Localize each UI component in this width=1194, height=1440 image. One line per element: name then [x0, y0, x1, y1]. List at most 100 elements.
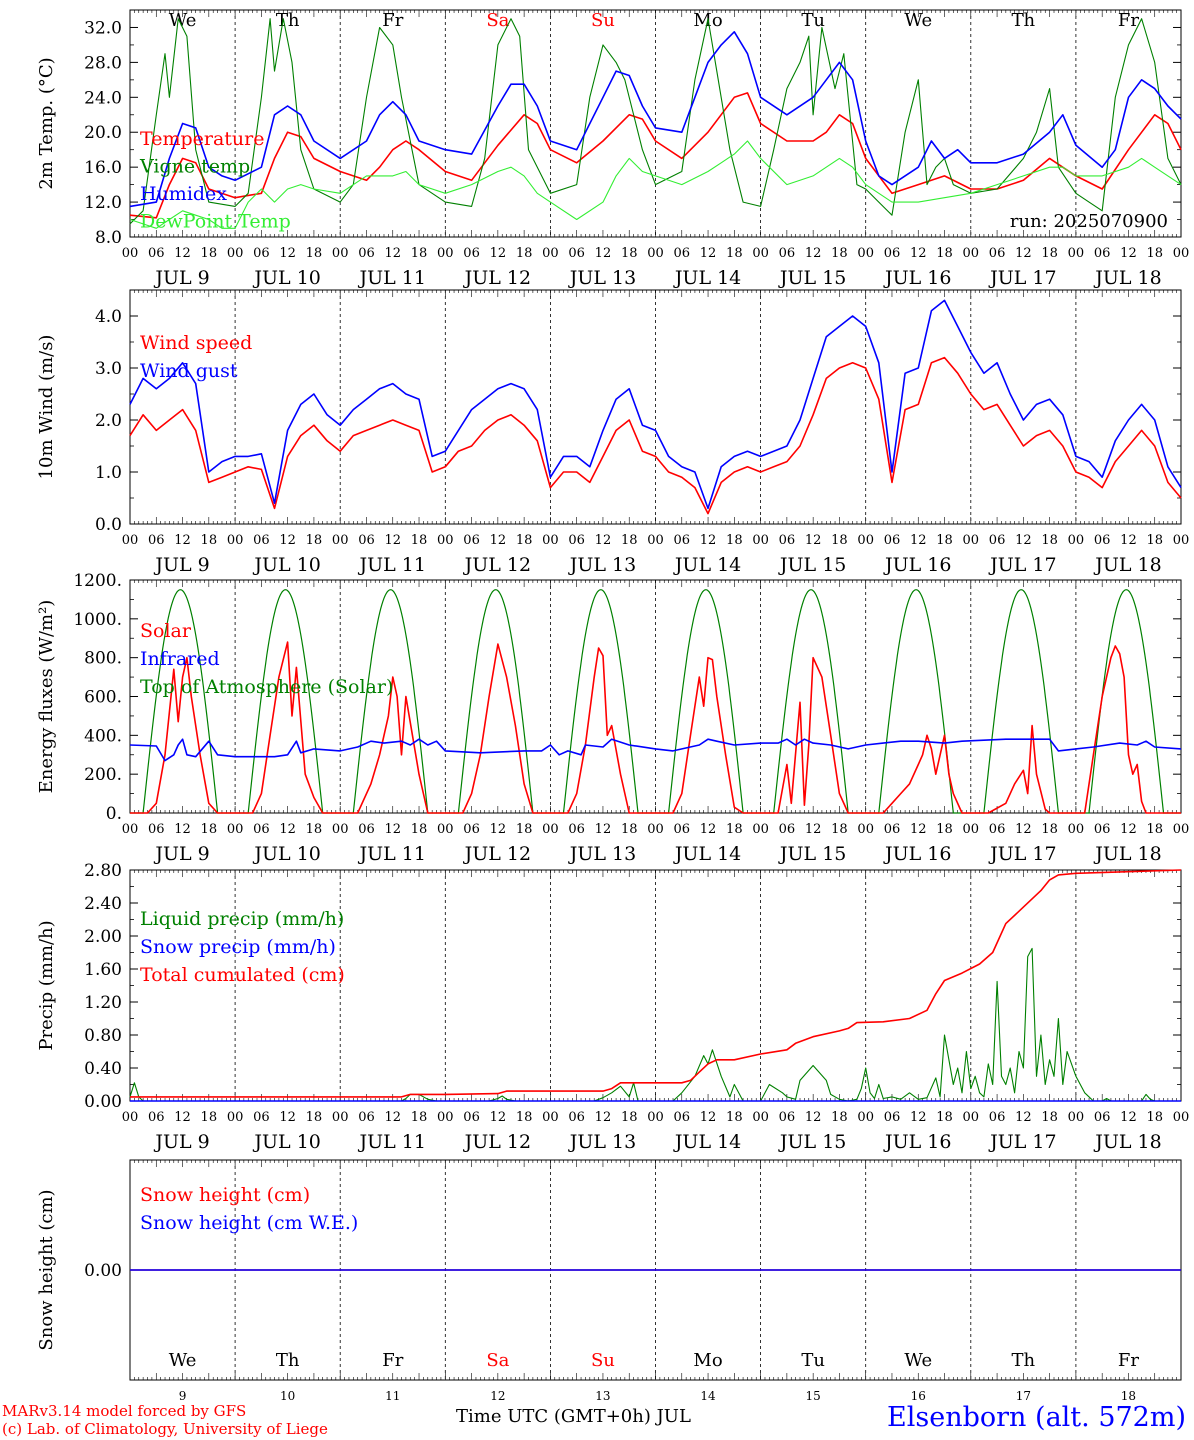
- date-label: JUL 11: [358, 843, 426, 865]
- hour-label: 18: [1041, 1110, 1058, 1125]
- hour-label: 06: [568, 1110, 585, 1125]
- hour-label: 06: [779, 822, 796, 837]
- y-tick-label: 8.0: [95, 228, 122, 248]
- hour-label: 00: [542, 822, 559, 837]
- weekday-label: Th: [276, 1350, 300, 1371]
- hour-label: 00: [122, 533, 139, 548]
- hour-label: 00: [963, 533, 980, 548]
- hour-label: 18: [1041, 822, 1058, 837]
- date-label: JUL 15: [778, 1131, 846, 1153]
- hour-label: 18: [411, 246, 428, 261]
- bottom-day-label: 12: [490, 1389, 505, 1403]
- hour-label: 00: [647, 822, 664, 837]
- hour-label: 00: [437, 822, 454, 837]
- series-total-cumulated-cm: [130, 869, 1182, 1098]
- legend-entry: Wind speed: [140, 332, 252, 354]
- legend-entry: DewPoint Temp: [140, 211, 291, 233]
- hour-label: 00: [227, 822, 244, 837]
- hour-label: 18: [726, 246, 743, 261]
- hour-label: 12: [279, 246, 296, 261]
- hour-label: 06: [253, 533, 270, 548]
- date-label: JUL 18: [1093, 1131, 1161, 1153]
- date-label: JUL 11: [358, 267, 426, 289]
- hour-label: 06: [358, 246, 375, 261]
- panel-4: 0.00 0.40 0.80 1.20 1.60 2.00 2.40 2.80 Precip (…: [36, 861, 1189, 1153]
- hour-label: 06: [358, 822, 375, 837]
- hour-label: 18: [936, 822, 953, 837]
- date-label: JUL 11: [358, 554, 426, 576]
- hour-label: 12: [910, 533, 927, 548]
- date-label: JUL 17: [988, 554, 1056, 576]
- hour-label: 00: [1068, 1110, 1085, 1125]
- hour-label: 18: [411, 533, 428, 548]
- hour-label: 00: [752, 1110, 769, 1125]
- hour-label: 06: [674, 533, 691, 548]
- hour-label: 00: [647, 1110, 664, 1125]
- hour-label: 06: [1094, 822, 1111, 837]
- hour-label: 00: [1173, 533, 1190, 548]
- hour-label: 18: [831, 533, 848, 548]
- weekday-label: Su: [591, 1350, 615, 1371]
- date-label: JUL 9: [153, 843, 209, 865]
- weekday-label: Mo: [693, 1350, 722, 1371]
- legend-entry: Solar: [140, 620, 192, 642]
- hour-label: 18: [516, 246, 533, 261]
- series-infrared: [129, 738, 1182, 762]
- series-vigne-temp: [129, 18, 1182, 225]
- hour-label: 00: [1173, 822, 1190, 837]
- hour-label: 12: [490, 533, 507, 548]
- hour-label: 06: [148, 1110, 165, 1125]
- hour-label: 00: [542, 1110, 559, 1125]
- hour-label: 18: [621, 246, 638, 261]
- hour-label: 18: [201, 822, 218, 837]
- series-solar: [130, 641, 1181, 814]
- y-tick-label: 0.40: [84, 1059, 122, 1079]
- hour-label: 06: [779, 1110, 796, 1125]
- hour-label: 06: [463, 1110, 480, 1125]
- hour-label: 18: [621, 1110, 638, 1125]
- y-tick-label: 16.0: [84, 158, 122, 178]
- y-tick-label: 28.0: [84, 53, 122, 73]
- date-label: JUL 16: [883, 267, 951, 289]
- hour-label: 00: [227, 246, 244, 261]
- hour-label: 18: [411, 822, 428, 837]
- weekday-label: Tu: [801, 1350, 825, 1371]
- hour-label: 06: [148, 246, 165, 261]
- hour-label: 12: [490, 1110, 507, 1125]
- weekday-label: We: [904, 1350, 932, 1371]
- y-tick-label: 12.0: [84, 193, 122, 213]
- hour-label: 12: [490, 246, 507, 261]
- y-tick-label: 2.80: [84, 861, 122, 881]
- legend-entry: Snow precip (mm/h): [140, 936, 336, 958]
- legend-entry: Infrared: [140, 648, 220, 670]
- hour-label: 00: [963, 246, 980, 261]
- series-wind-gust: [129, 299, 1182, 510]
- hour-label: 06: [884, 822, 901, 837]
- hour-label: 12: [1120, 246, 1137, 261]
- hour-label: 00: [437, 533, 454, 548]
- hour-label: 12: [1015, 1110, 1032, 1125]
- panel-1: 8.0 12.0 16.0 20.0 24.0 28.0 32.0 2m Temp. (°C)…: [36, 9, 1189, 289]
- panel-5: 0.00 Snow height (cm) We Th Fr Sa Su Mo Tu We Th Fr…: [36, 1159, 1182, 1403]
- date-label: JUL 14: [673, 1131, 741, 1153]
- y-axis-label: Precip (mm/h): [36, 920, 57, 1050]
- weekday-label: Th: [1012, 1350, 1036, 1371]
- hour-label: 12: [384, 246, 401, 261]
- hour-label: 06: [989, 533, 1006, 548]
- hour-label: 00: [437, 246, 454, 261]
- date-label: JUL 14: [673, 267, 741, 289]
- hour-label: 00: [437, 1110, 454, 1125]
- date-label: JUL 10: [252, 267, 320, 289]
- date-label: JUL 10: [252, 843, 320, 865]
- bottom-day-label: 11: [385, 1389, 400, 1403]
- hour-label: 18: [516, 1110, 533, 1125]
- weekday-label: We: [904, 10, 932, 31]
- hour-label: 12: [595, 246, 612, 261]
- date-label: JUL 9: [153, 1131, 209, 1153]
- hour-label: 06: [463, 533, 480, 548]
- y-tick-label: 0.0: [95, 515, 122, 535]
- hour-label: 00: [1068, 246, 1085, 261]
- hour-label: 00: [752, 246, 769, 261]
- legend-entry: Liquid precip (mm/h): [140, 908, 344, 930]
- hour-label: 06: [253, 246, 270, 261]
